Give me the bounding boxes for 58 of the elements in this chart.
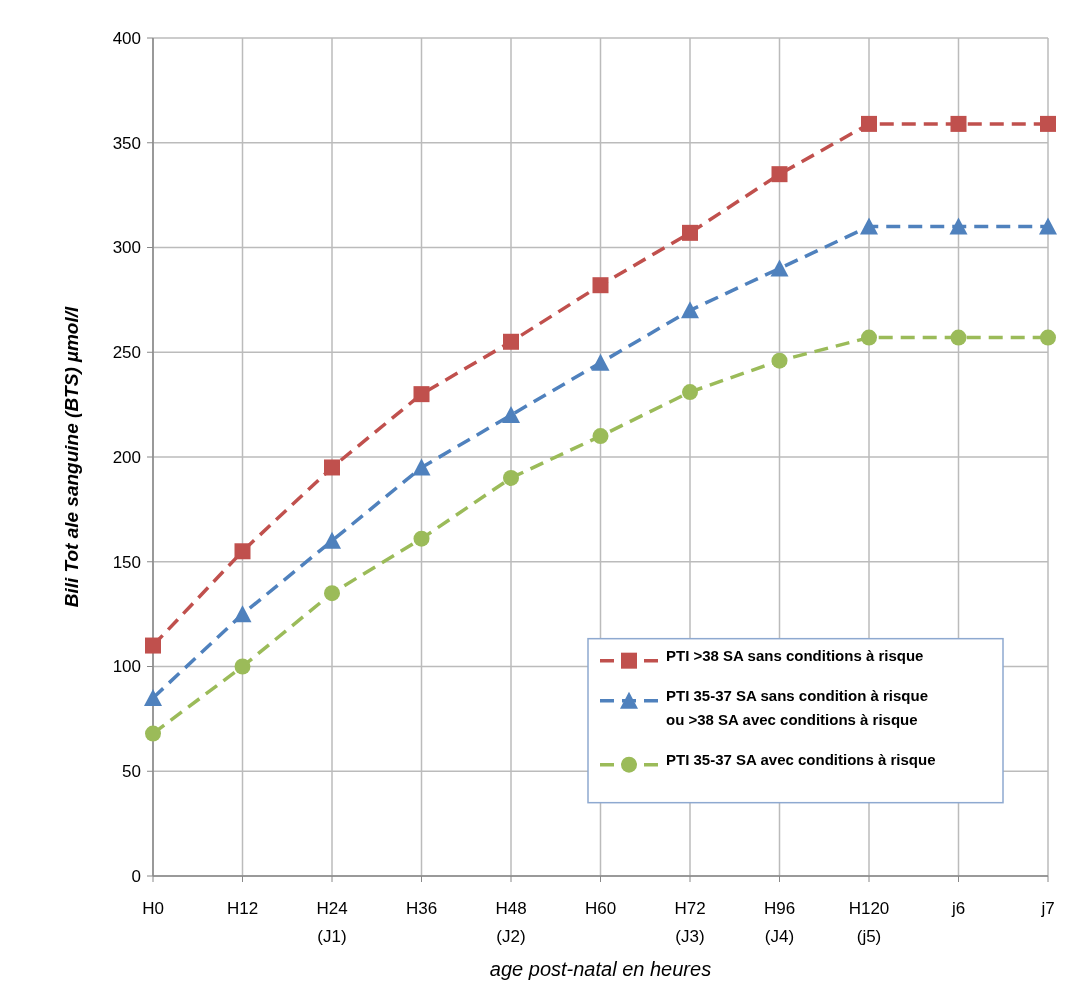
x-tick-label: H0 bbox=[142, 899, 164, 918]
point bbox=[771, 166, 788, 183]
point bbox=[592, 428, 609, 445]
x-axis-title: age post-natal en heures bbox=[489, 958, 712, 980]
x-tick-label: H60 bbox=[584, 899, 617, 918]
point bbox=[682, 384, 698, 401]
y-tick-label: 350 bbox=[112, 133, 141, 153]
y-tick-label: 250 bbox=[112, 343, 141, 363]
legend-label: PTI 35-37 SA avec conditions à risque bbox=[666, 750, 936, 768]
point bbox=[234, 658, 251, 675]
point bbox=[1039, 217, 1057, 235]
point bbox=[234, 543, 251, 560]
legend-label: PTI 35-37 SA sans condition à risque ou >38 SA avec conditions à risque bbox=[666, 686, 929, 728]
point bbox=[145, 637, 161, 654]
x-tick-label: H24 (J1) bbox=[316, 899, 348, 946]
point bbox=[950, 329, 967, 346]
point bbox=[233, 605, 252, 623]
point bbox=[412, 458, 431, 476]
x-tick-label: H48 (J2) bbox=[495, 899, 527, 946]
point bbox=[503, 333, 519, 350]
y-tick-label: 200 bbox=[112, 447, 141, 467]
x-tick-label: j6 bbox=[950, 899, 966, 918]
point bbox=[413, 530, 430, 547]
x-tick-label: H12 bbox=[226, 899, 259, 918]
point bbox=[413, 386, 430, 403]
point bbox=[1040, 115, 1056, 132]
x-tick-label: H36 bbox=[405, 899, 438, 918]
point bbox=[861, 115, 877, 132]
x-tick-label: H120 (j5) bbox=[848, 899, 890, 946]
point bbox=[323, 531, 341, 549]
x-tick-label: H72 (J3) bbox=[674, 899, 706, 946]
point bbox=[861, 329, 877, 346]
y-axis-title: Bili Tot ale sanguine (BTS) µmol/l bbox=[61, 306, 82, 608]
point bbox=[324, 585, 340, 602]
y-tick-label: 0 bbox=[131, 866, 141, 886]
point bbox=[771, 352, 788, 369]
y-tick-label: 300 bbox=[112, 238, 141, 258]
point bbox=[591, 353, 610, 371]
point bbox=[770, 259, 789, 277]
point bbox=[860, 217, 878, 235]
point bbox=[592, 277, 609, 294]
point bbox=[682, 224, 698, 241]
point bbox=[503, 469, 519, 486]
x-tick-label: H96 (J4) bbox=[763, 899, 796, 946]
point bbox=[950, 115, 967, 132]
point bbox=[145, 725, 161, 742]
point bbox=[324, 459, 340, 476]
point bbox=[949, 217, 968, 235]
y-tick-label: 100 bbox=[112, 657, 141, 677]
point bbox=[681, 301, 699, 319]
x-tick-label: j7 bbox=[1040, 899, 1055, 918]
y-tick-label: 150 bbox=[112, 552, 141, 572]
point bbox=[502, 406, 520, 424]
legend-label: PTI >38 SA sans conditions à risque bbox=[666, 646, 924, 664]
point bbox=[144, 688, 162, 706]
y-tick-label: 50 bbox=[122, 762, 141, 782]
point bbox=[1040, 329, 1056, 346]
y-tick-label: 400 bbox=[112, 28, 141, 48]
